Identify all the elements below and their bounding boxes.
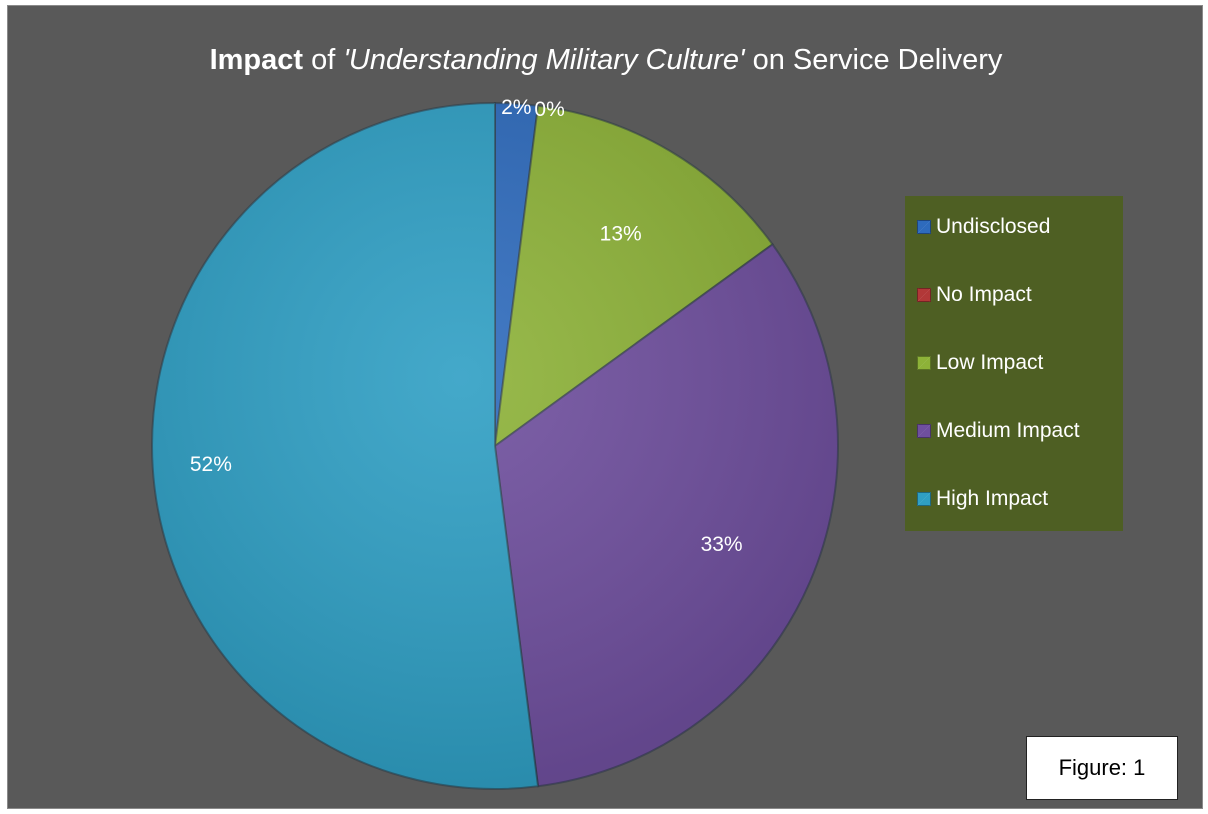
chart-title-italic: 'Understanding Military Culture'	[343, 44, 745, 76]
pie-slices	[151, 101, 839, 790]
chart-title-post: on Service Delivery	[744, 44, 1003, 76]
figure-label: Figure: 1	[1026, 736, 1178, 800]
pie-label-high-impact: 52%	[190, 453, 232, 476]
pie-label-undisclosed: 2%	[501, 96, 531, 119]
legend-label-medium-impact: Medium Impact	[936, 419, 1080, 442]
pie-label-low-impact: 13%	[600, 222, 642, 245]
legend-swatch-high-impact	[917, 492, 931, 506]
legend-item-no-impact: No Impact	[917, 282, 1032, 308]
legend-label-no-impact: No Impact	[936, 283, 1032, 306]
legend-swatch-no-impact	[917, 288, 931, 302]
legend-swatch-medium-impact	[917, 424, 931, 438]
pie-label-medium-impact: 33%	[701, 533, 743, 556]
pie-label-no-impact: 0%	[534, 98, 564, 121]
legend-label-undisclosed: Undisclosed	[936, 215, 1051, 238]
legend: Undisclosed No Impact Low Impact Medium …	[905, 196, 1123, 531]
legend-item-low-impact: Low Impact	[917, 350, 1043, 376]
legend-label-low-impact: Low Impact	[936, 351, 1044, 374]
chart-title-pre: of	[303, 44, 344, 76]
legend-swatch-low-impact	[917, 356, 931, 370]
legend-swatch-undisclosed	[917, 220, 931, 234]
legend-item-medium-impact: Medium Impact	[917, 418, 1080, 444]
pie-slice-high-impact	[151, 101, 540, 790]
chart-title: Impact of 'Understanding Military Cultur…	[8, 44, 1204, 77]
legend-label-high-impact: High Impact	[936, 487, 1049, 510]
chart-area: Impact of 'Understanding Military Cultur…	[7, 5, 1203, 809]
chart-title-bold: Impact	[209, 44, 304, 76]
legend-item-undisclosed: Undisclosed	[917, 214, 1050, 240]
pie-data-labels: 2% 0% 13% 33% 52%	[190, 96, 743, 556]
legend-item-high-impact: High Impact	[917, 486, 1048, 512]
